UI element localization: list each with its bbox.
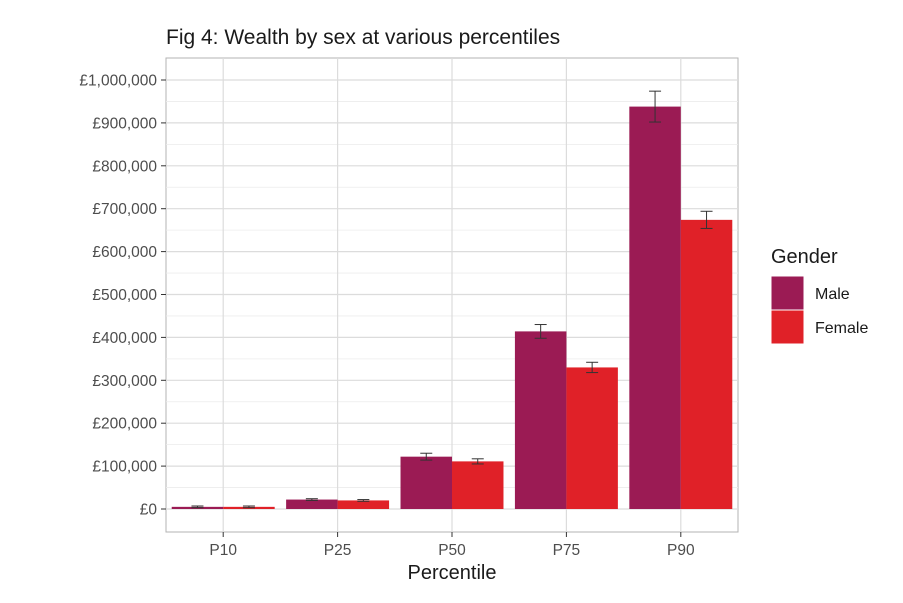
legend-title: Gender <box>771 246 838 268</box>
x-tick-label: P10 <box>209 542 237 559</box>
error-bar-male-p10 <box>191 505 204 509</box>
x-tick-label: P25 <box>324 542 352 559</box>
y-tick-label: £1,000,000 <box>79 73 157 90</box>
bars <box>171 106 733 510</box>
error-bar-male-p90 <box>649 90 662 123</box>
chart-title: Fig 4: Wealth by sex at various percenti… <box>166 26 560 49</box>
error-bar-male-p25 <box>305 498 318 501</box>
x-tick-label: P90 <box>667 542 695 559</box>
legend-swatch-male <box>770 275 805 311</box>
error-bar-male-p50 <box>420 452 433 461</box>
y-tick-label: £0 <box>140 502 158 519</box>
y-tick-label: £200,000 <box>92 416 157 433</box>
y-tick-label: £400,000 <box>92 330 157 347</box>
x-tick-label: P50 <box>438 542 466 559</box>
bar-male-p50 <box>400 456 452 509</box>
y-tick-label: £300,000 <box>92 373 157 390</box>
bar-female-p50 <box>452 461 504 509</box>
y-tick-label: £800,000 <box>92 158 157 175</box>
error-bar-male-p75 <box>534 324 547 339</box>
y-tick-label: £500,000 <box>92 287 157 304</box>
bar-female-p75 <box>566 367 618 509</box>
x-axis: P10 P25 P50 P75 P90 <box>209 532 695 559</box>
error-bar-female-p50 <box>471 458 484 465</box>
x-axis-title: Percentile <box>408 562 497 584</box>
bar-female-p90 <box>680 219 733 509</box>
x-tick-label: P75 <box>553 542 581 559</box>
y-tick-label: £100,000 <box>92 459 157 476</box>
legend-label-female: Female <box>815 320 868 337</box>
legend: Gender Male Female <box>770 246 868 345</box>
bar-male-p90 <box>629 106 681 510</box>
legend-label-male: Male <box>815 286 850 303</box>
error-bar-female-p90 <box>700 210 713 229</box>
legend-swatch-female <box>770 309 805 345</box>
y-tick-label: £900,000 <box>92 115 157 132</box>
bar-male-p25 <box>286 499 338 509</box>
bar-male-p75 <box>514 331 567 509</box>
error-bars <box>191 90 713 509</box>
y-axis: £0 £100,000 £200,000 £300,000 £400,000 £500,0… <box>79 73 166 519</box>
error-bar-female-p10 <box>242 505 255 509</box>
y-tick-label: £700,000 <box>92 201 157 218</box>
error-bar-female-p75 <box>586 361 599 374</box>
error-bar-female-p25 <box>357 499 370 502</box>
y-tick-label: £600,000 <box>92 244 157 261</box>
bar-female-p25 <box>337 500 390 509</box>
